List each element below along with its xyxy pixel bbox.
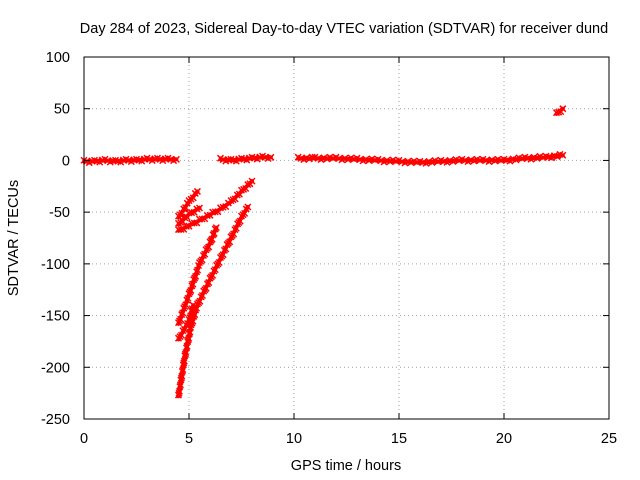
data-point bbox=[181, 204, 190, 212]
data-point bbox=[308, 153, 316, 161]
data-point bbox=[190, 219, 198, 227]
data-point bbox=[193, 187, 201, 195]
data-point bbox=[177, 225, 185, 233]
data-point bbox=[205, 243, 213, 251]
data-point bbox=[178, 367, 186, 375]
data-point bbox=[215, 258, 223, 267]
y-tick-label: -150 bbox=[41, 309, 70, 325]
data-point bbox=[172, 155, 180, 163]
data-point bbox=[182, 222, 190, 230]
data-point bbox=[244, 203, 252, 211]
x-tick-label: 15 bbox=[391, 431, 407, 447]
data-point bbox=[193, 219, 201, 227]
y-tick-label: 50 bbox=[54, 102, 70, 118]
data-point bbox=[211, 208, 219, 216]
data-trace bbox=[82, 157, 179, 164]
data-point bbox=[559, 151, 567, 159]
y-tick-label: -250 bbox=[41, 412, 70, 428]
data-point bbox=[248, 177, 256, 185]
data-point bbox=[226, 238, 234, 246]
x-tick-label: 10 bbox=[286, 431, 302, 447]
data-point bbox=[174, 226, 183, 234]
data-point bbox=[189, 194, 197, 202]
axis-ticks: 0 5 10 15 20 25 -250 -200 -150 -100 -50 0 50 100 bbox=[41, 50, 617, 447]
data-point bbox=[188, 219, 196, 227]
data-point bbox=[267, 153, 275, 161]
data-point bbox=[203, 212, 211, 220]
data-point bbox=[559, 105, 567, 113]
data-point bbox=[195, 204, 204, 212]
x-tick-label: 25 bbox=[601, 431, 617, 447]
y-tick-label: 100 bbox=[46, 50, 70, 66]
data-point bbox=[212, 224, 220, 232]
data-point bbox=[175, 389, 183, 397]
chart-title: Day 284 of 2023, Sidereal Day-to-day VTE… bbox=[80, 21, 608, 37]
y-tick-label: -200 bbox=[41, 360, 70, 376]
y-tick-label: 0 bbox=[62, 153, 70, 169]
data-point bbox=[178, 209, 186, 217]
data-point bbox=[241, 209, 249, 217]
plot-frame bbox=[83, 56, 610, 420]
data-point bbox=[177, 374, 185, 382]
x-tick-label: 5 bbox=[185, 431, 193, 447]
data-point bbox=[180, 359, 188, 367]
data-point bbox=[198, 215, 206, 223]
data-series bbox=[80, 105, 567, 399]
data-point bbox=[236, 217, 244, 225]
x-tick-label: 20 bbox=[496, 431, 512, 447]
y-tick-label: -50 bbox=[49, 205, 70, 221]
data-point bbox=[176, 383, 184, 391]
y-tick-label: -100 bbox=[41, 257, 70, 273]
x-tick-label: 0 bbox=[80, 431, 88, 447]
y-axis-label: SDTVAR / TECUs bbox=[6, 180, 22, 296]
grid bbox=[84, 57, 609, 419]
x-axis-label: GPS time / hours bbox=[291, 458, 401, 474]
